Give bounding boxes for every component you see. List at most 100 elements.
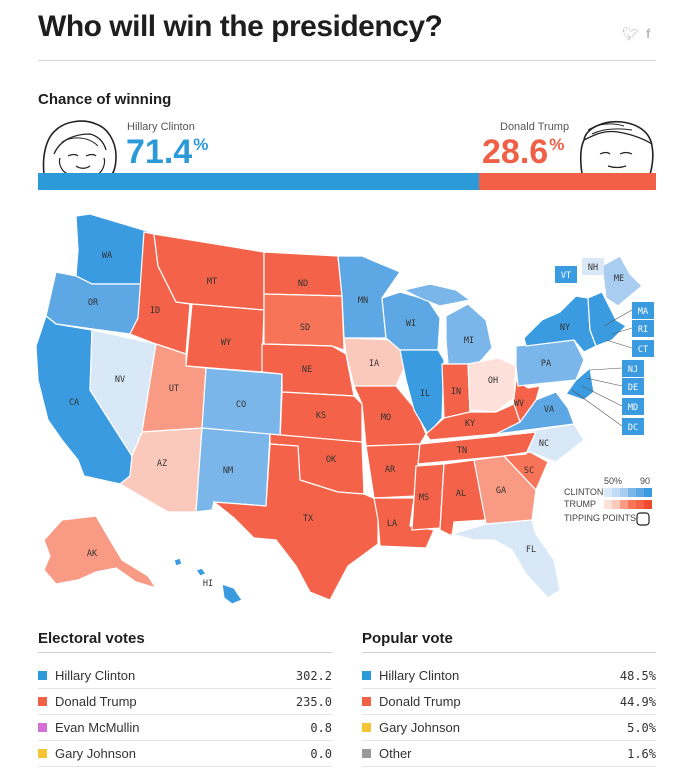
electoral-row: Gary Johnson 0.0: [38, 741, 332, 767]
chance-heading: Chance of winning: [38, 91, 172, 108]
popular-row: Hillary Clinton 48.5%: [362, 663, 656, 689]
clinton-chance: 71.4%: [126, 133, 209, 171]
popular-name: Other: [379, 746, 412, 761]
color-swatch: [38, 749, 47, 758]
popular-row: Donald Trump 44.9%: [362, 689, 656, 715]
state-box-VT[interactable]: [555, 266, 577, 283]
state-label-ND: ND: [298, 279, 308, 289]
state-label-WV: WV: [514, 399, 524, 409]
state-NC[interactable]: [497, 423, 585, 463]
state-label-WI: WI: [406, 319, 416, 329]
header-divider: [38, 60, 656, 61]
state-label-NV: NV: [115, 375, 125, 385]
state-label-SC: SC: [524, 466, 534, 476]
state-ND[interactable]: [263, 251, 343, 297]
popular-name: Hillary Clinton: [379, 668, 460, 683]
state-label-NY: NY: [560, 323, 570, 333]
clinton-portrait: [42, 120, 117, 174]
state-label-OH: OH: [488, 376, 498, 386]
legend-swatch-trump: [644, 500, 652, 509]
state-label-MI: MI: [464, 336, 474, 346]
popular-name: Donald Trump: [379, 694, 461, 709]
state-GA[interactable]: [473, 455, 537, 525]
state-box-label-MA: MA: [638, 307, 648, 317]
color-swatch: [362, 671, 371, 680]
state-WA[interactable]: [75, 213, 151, 285]
state-box-label-VT: VT: [561, 271, 571, 281]
electoral-value: 0.0: [310, 746, 332, 761]
electoral-name: Hillary Clinton: [55, 668, 136, 683]
electoral-value: 235.0: [295, 694, 332, 709]
popular-value: 48.5%: [619, 668, 656, 683]
state-ME[interactable]: [601, 255, 643, 307]
state-box-label-MD: MD: [628, 403, 638, 413]
state-box-label-RI: RI: [638, 325, 648, 335]
state-label-KY: KY: [465, 419, 475, 429]
popular-heading: Popular vote: [362, 630, 453, 647]
popular-value: 1.6%: [627, 746, 656, 761]
state-label-GA: GA: [496, 486, 506, 496]
state-box-CT[interactable]: [632, 340, 654, 357]
legend-swatch-clinton: [644, 488, 652, 497]
state-HI[interactable]: [173, 557, 243, 605]
state-label-IN: IN: [451, 387, 461, 397]
state-FL[interactable]: [449, 519, 561, 599]
legend-swatch-clinton: [628, 488, 636, 497]
state-label-UT: UT: [169, 384, 179, 394]
state-box-NH[interactable]: [582, 258, 604, 275]
state-MI-upper[interactable]: [402, 283, 472, 307]
state-MO[interactable]: [353, 385, 427, 447]
state-KS[interactable]: [279, 391, 363, 443]
state-box-MD[interactable]: [622, 398, 644, 415]
state-box-DE[interactable]: [622, 378, 644, 395]
color-swatch: [362, 723, 371, 732]
electoral-heading: Electoral votes: [38, 630, 145, 647]
color-swatch: [362, 749, 371, 758]
legend-swatch-trump: [604, 500, 612, 509]
state-label-OK: OK: [326, 455, 337, 465]
state-label-PA: PA: [541, 359, 551, 369]
state-box-NJ[interactable]: [622, 360, 644, 377]
facebook-icon[interactable]: f: [646, 26, 651, 41]
state-label-NC: NC: [539, 439, 549, 449]
state-box-label-DC: DC: [628, 423, 638, 433]
state-label-OR: OR: [88, 298, 99, 308]
twitter-icon[interactable]: 🐦︎: [622, 26, 639, 41]
state-label-NE: NE: [302, 365, 312, 375]
state-SD[interactable]: [263, 293, 345, 351]
state-label-AR: AR: [385, 465, 396, 475]
chance-bar-clinton: [38, 173, 480, 190]
state-label-MT: MT: [207, 277, 217, 287]
color-swatch: [362, 697, 371, 706]
state-label-MS: MS: [419, 493, 429, 503]
color-swatch: [38, 697, 47, 706]
state-MD-DE-NJ[interactable]: [565, 366, 595, 401]
popular-row: Other 1.6%: [362, 741, 656, 767]
state-WI[interactable]: [381, 291, 441, 351]
state-box-RI[interactable]: [632, 320, 654, 337]
legend-swatch-trump: [636, 500, 644, 509]
legend-50: 50%: [604, 476, 622, 486]
state-box-DC[interactable]: [622, 418, 644, 435]
chance-bar-trump: [479, 173, 656, 190]
state-label-LA: LA: [387, 519, 397, 529]
state-AK[interactable]: [43, 515, 158, 590]
state-MS[interactable]: [411, 463, 445, 531]
legend-swatch-trump: [620, 500, 628, 509]
map-legend: 50% 90 CLINTON TRUMP TIPPING POINTS: [564, 476, 652, 526]
state-label-FL: FL: [526, 545, 536, 555]
state-label-ME: ME: [614, 274, 624, 284]
state-label-IA: IA: [369, 359, 379, 369]
trump-name: Donald Trump: [500, 121, 570, 133]
popular-row: Gary Johnson 5.0%: [362, 715, 656, 741]
popular-name: Gary Johnson: [379, 720, 460, 735]
state-label-WY: WY: [221, 338, 231, 348]
legend-swatch-clinton: [612, 488, 620, 497]
state-box-MA[interactable]: [632, 302, 654, 319]
state-TX[interactable]: [212, 443, 379, 601]
electoral-row: Donald Trump 235.0: [38, 689, 332, 715]
legend-swatch-trump: [612, 500, 620, 509]
state-MI[interactable]: [445, 303, 493, 365]
state-label-TX: TX: [303, 514, 314, 524]
state-label-IL: IL: [420, 389, 430, 399]
